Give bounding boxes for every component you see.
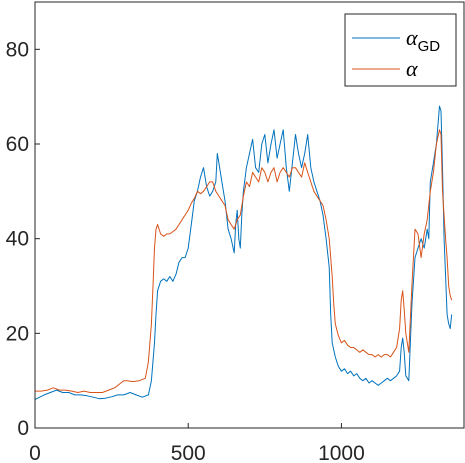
legend-box [344, 13, 457, 87]
axes-frame [34, 1, 465, 429]
legend-label-2: α [406, 56, 418, 81]
y-tick-label: 80 [6, 38, 29, 61]
x-tick-label: 500 [171, 442, 206, 463]
ticks-layer: 0 500 1000 0 20 40 60 80 [6, 38, 365, 463]
series-layer [34, 105, 453, 401]
y-tick-label: 0 [17, 417, 29, 440]
x-tick-label: 1000 [318, 442, 365, 463]
series-line-1 [34, 105, 453, 401]
series-line-2 [35, 129, 453, 393]
x-tick-label: 0 [29, 442, 41, 463]
y-tick-label: 20 [6, 322, 29, 345]
y-tick-label: 40 [6, 228, 29, 251]
y-tick-label: 60 [6, 133, 29, 156]
